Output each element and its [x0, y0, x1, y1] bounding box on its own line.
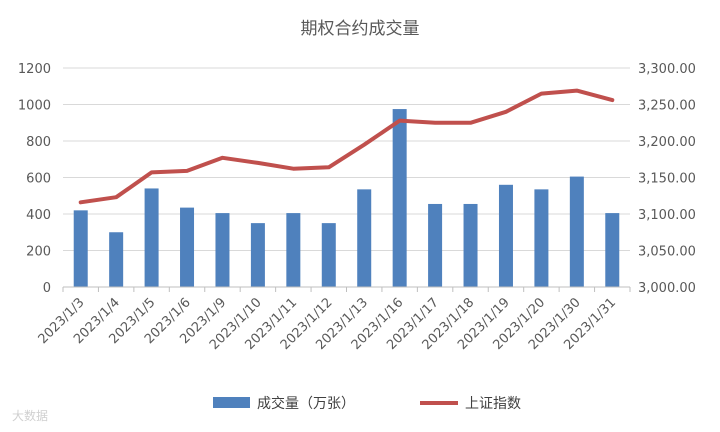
watermark: 大数据 [12, 408, 48, 423]
legend-swatch-bar [213, 397, 250, 408]
y-right-tick-label: 3,050.00 [638, 245, 696, 260]
y-right-tick-label: 3,100.00 [638, 208, 696, 223]
legend: 成交量（万张） 上证指数 [213, 395, 521, 412]
y-left-tick-label: 400 [26, 208, 51, 223]
y-left-tick-label: 1000 [18, 99, 51, 114]
bar [534, 189, 549, 287]
y-left-tick-label: 0 [43, 281, 51, 296]
bar [463, 203, 478, 287]
series-line [78, 88, 615, 205]
y-axis-right: 3,000.00 3,050.00 3,100.00 3,150.00 3,200.00… [638, 62, 696, 296]
bar [569, 176, 584, 287]
chart-title: 期权合约成交量 [301, 19, 420, 39]
y-left-tick-label: 1200 [18, 62, 51, 77]
y-right-tick-label: 3,150.00 [638, 172, 696, 187]
bar [180, 207, 195, 287]
bar [392, 109, 407, 287]
bar [250, 223, 265, 287]
bar [215, 213, 230, 287]
y-right-tick-label: 3,250.00 [638, 99, 696, 114]
x-axis: 2023/1/32023/1/42023/1/52023/1/62023/1/9… [36, 286, 631, 353]
y-right-tick-label: 3,300.00 [638, 62, 696, 77]
bar [357, 189, 372, 287]
bar [428, 203, 443, 287]
bar [498, 184, 513, 287]
bar [73, 210, 88, 287]
bar-series [73, 109, 620, 287]
bar [321, 223, 336, 287]
bar [144, 188, 159, 287]
y-axis-left: 0 200 400 600 800 1000 1200 [18, 62, 51, 296]
legend-label-line: 上证指数 [465, 396, 521, 412]
y-left-tick-label: 200 [26, 245, 51, 260]
bar [109, 232, 124, 287]
y-right-tick-label: 3,200.00 [638, 135, 696, 150]
bar [605, 213, 620, 287]
y-right-tick-label: 3,000.00 [638, 281, 696, 296]
line-series [78, 88, 615, 205]
y-left-tick-label: 800 [26, 135, 51, 150]
legend-label-bar: 成交量（万张） [257, 395, 355, 412]
y-left-tick-label: 600 [26, 172, 51, 187]
bar [286, 213, 301, 287]
